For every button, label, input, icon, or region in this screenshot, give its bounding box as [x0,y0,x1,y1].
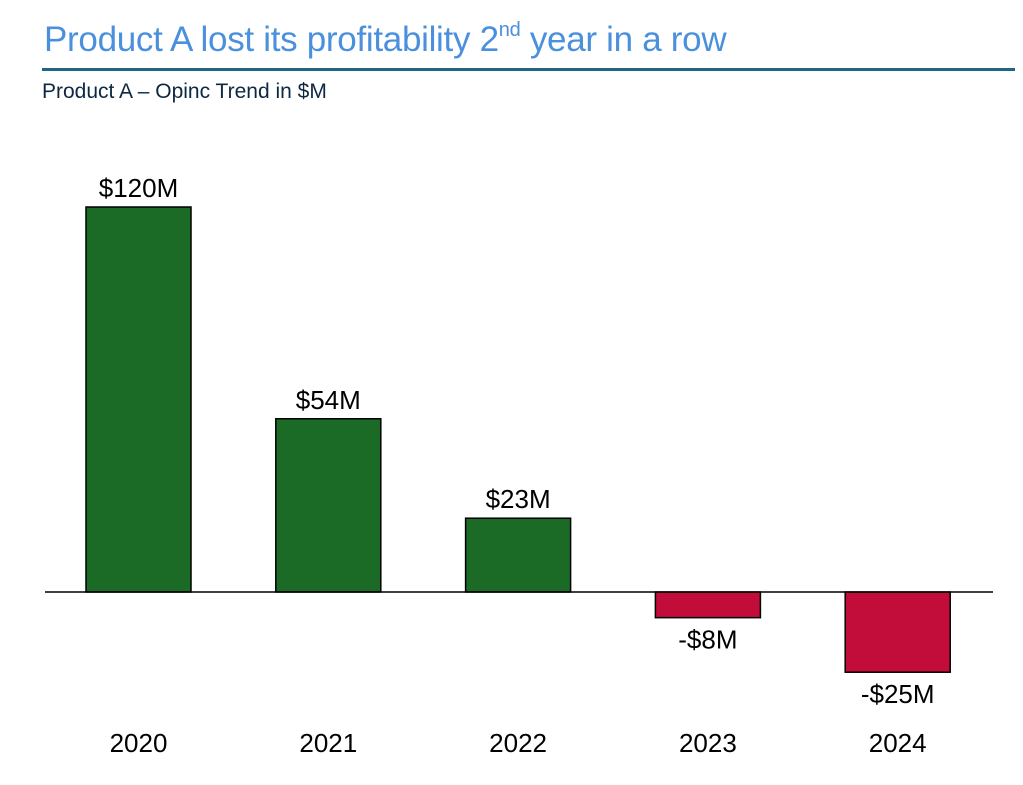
data-label-2024: -$25M [861,679,935,709]
chart-subtitle: Product A – Opinc Trend in $M [42,80,327,103]
bar-2023 [654,591,762,619]
title-rule [42,68,1015,71]
data-label-2022: $23M [486,484,551,514]
x-tick-label-2024: 2024 [869,728,927,758]
slide-title: Product A lost its profitability 2nd yea… [44,19,727,59]
data-label-2020: $120M [99,173,179,203]
bar-2021 [275,418,382,593]
x-tick-label-2023: 2023 [679,728,737,758]
data-label-2023: -$8M [678,625,737,655]
bar-2020 [85,206,192,593]
bar-2022 [464,517,572,593]
bar-2024 [844,591,951,673]
x-tick-label-2021: 2021 [299,728,357,758]
data-label-2021: $54M [296,385,361,415]
x-tick-label-2022: 2022 [489,728,547,758]
x-tick-label-2020: 2020 [110,728,168,758]
